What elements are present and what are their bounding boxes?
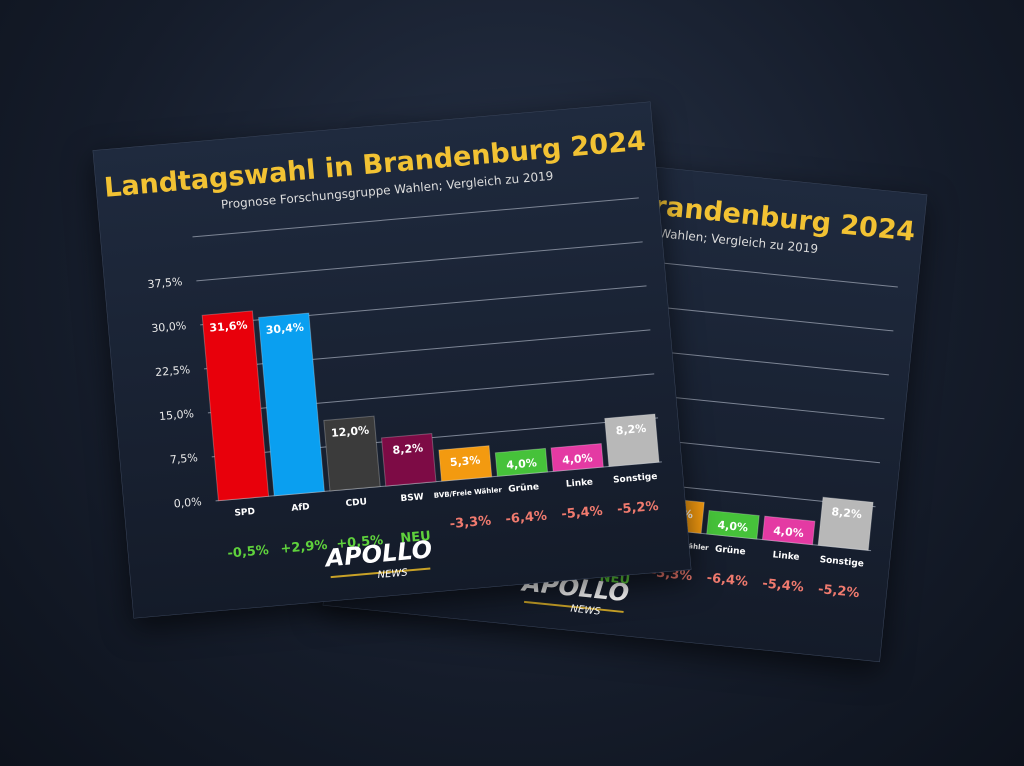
y-tick-label: 30,0% bbox=[151, 319, 187, 335]
value-label: 8,2% bbox=[392, 441, 424, 457]
change-label: -6,4% bbox=[505, 509, 548, 528]
logo-sub: NEWS bbox=[377, 567, 409, 581]
change-label: +2,9% bbox=[280, 538, 328, 557]
bar bbox=[258, 312, 325, 497]
value-label: 12,0% bbox=[331, 424, 370, 440]
bar bbox=[550, 442, 604, 472]
grid-line bbox=[196, 241, 643, 282]
x-tick-label: Linke bbox=[772, 550, 800, 563]
y-tick-label: 22,5% bbox=[155, 363, 191, 379]
change-label: -6,4% bbox=[706, 571, 749, 590]
value-label: 5,3% bbox=[449, 453, 481, 469]
value-label: 4,0% bbox=[562, 451, 594, 467]
logo-sub: NEWS bbox=[570, 604, 602, 618]
y-tick-label: 0,0% bbox=[173, 495, 202, 510]
bar bbox=[201, 310, 270, 502]
change-label: NEU bbox=[400, 529, 432, 547]
value-label: 8,2% bbox=[615, 422, 647, 438]
bar bbox=[604, 413, 660, 468]
bar bbox=[817, 496, 874, 551]
x-tick-label: CDU bbox=[345, 497, 367, 509]
y-tick-label: 37,5% bbox=[147, 275, 183, 291]
change-label: +0,5% bbox=[336, 533, 384, 552]
x-tick-label: SPD bbox=[234, 507, 255, 519]
bar bbox=[381, 432, 437, 487]
x-tick-label: Grüne bbox=[714, 544, 746, 557]
change-label: -5,2% bbox=[617, 499, 660, 518]
x-tick-label: Linke bbox=[566, 477, 594, 489]
change-label: -5,4% bbox=[561, 504, 604, 523]
logo-underline bbox=[330, 567, 431, 579]
change-label: -5,2% bbox=[817, 582, 860, 601]
value-label: 30,4% bbox=[265, 321, 304, 337]
x-tick-label: Sonstige bbox=[819, 555, 864, 569]
y-tick-label: 7,5% bbox=[169, 451, 198, 466]
bar bbox=[761, 515, 816, 546]
bar bbox=[438, 445, 493, 482]
value-label: 4,0% bbox=[717, 518, 749, 534]
bar bbox=[494, 447, 549, 477]
x-tick-label: Grüne bbox=[508, 482, 540, 495]
value-label: 8,2% bbox=[831, 505, 863, 521]
change-label: -3,3% bbox=[449, 514, 492, 533]
bar bbox=[706, 509, 760, 540]
value-label: 31,6% bbox=[209, 318, 248, 334]
x-tick-label: AfD bbox=[291, 502, 310, 514]
value-label: 4,0% bbox=[773, 524, 805, 540]
grid-line bbox=[192, 197, 639, 238]
change-label: -0,5% bbox=[227, 543, 270, 562]
y-tick-label: 15,0% bbox=[159, 407, 195, 423]
bar bbox=[323, 415, 381, 492]
x-tick-label: Sonstige bbox=[613, 472, 658, 486]
chart-card: Landtagswahl in Brandenburg 2024Prognose… bbox=[92, 101, 692, 619]
change-label: -5,4% bbox=[762, 576, 805, 595]
value-label: 4,0% bbox=[506, 456, 538, 472]
x-tick-label: BSW bbox=[400, 492, 424, 504]
logo-underline bbox=[523, 600, 624, 613]
